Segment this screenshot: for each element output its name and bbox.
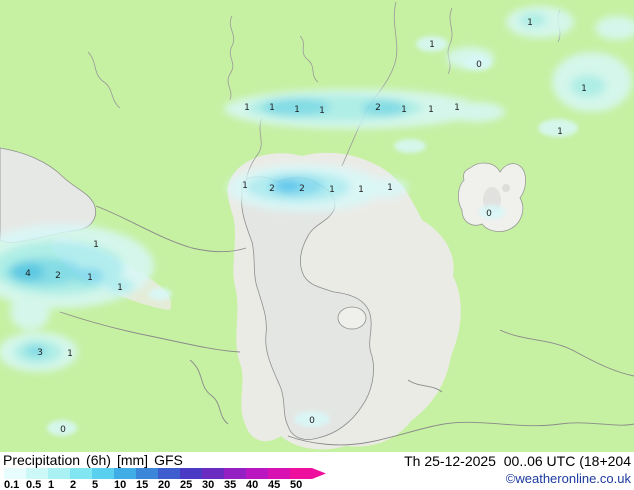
precip-value-label: 1	[242, 181, 248, 191]
precipitation-colorbar	[4, 468, 326, 479]
model-label: GFS	[154, 452, 183, 468]
copyright-link[interactable]: ©weatheronline.co.uk	[505, 471, 631, 486]
colorbar-scale-label: 50	[290, 479, 303, 490]
colorbar-segment	[246, 468, 268, 479]
unit-label: [mm]	[116, 452, 149, 468]
colorbar-segment	[180, 468, 202, 479]
colorbar-segment	[224, 468, 246, 479]
precip-value-label: 1	[429, 40, 435, 50]
colorbar-segment	[70, 468, 92, 479]
precip-value-label: 3	[37, 348, 43, 358]
colorbar-scale-label: 5	[92, 479, 99, 490]
precip-value-label: 1	[244, 103, 250, 113]
colorbar-scale-label: 0.5	[26, 479, 42, 490]
precip-value-label: 1	[428, 105, 434, 115]
precip-value-label: 1	[67, 349, 73, 359]
precip-value-label: 0	[486, 209, 492, 219]
colorbar-scale-label: 40	[246, 479, 259, 490]
colorbar-segment	[4, 468, 26, 479]
interval-label: (6h)	[86, 452, 111, 468]
precip-value-label: 1	[557, 127, 563, 137]
precip-value-label: 1	[358, 185, 364, 195]
precip-value-label: 0	[60, 425, 66, 435]
colorbar-scale-label: 15	[136, 479, 149, 490]
colorbar-segment	[158, 468, 180, 479]
colorbar-segment	[290, 468, 312, 479]
precip-value-label: 2	[269, 184, 275, 194]
precip-value-label: 4	[25, 269, 31, 279]
precip-value-label: 2	[375, 103, 381, 113]
legend-title: Precipitation (6h) [mm] GFS	[3, 452, 189, 468]
precip-value-label: 1	[319, 106, 325, 116]
colorbar-scale-labels: 0.1 0.5 1 2 5 10 15 20 25 30 35 40 45 50	[4, 479, 334, 490]
borders	[59, 205, 634, 446]
colorbar-scale-label: 0.1	[4, 479, 20, 490]
colorbar-segment	[48, 468, 70, 479]
legend-bar: Precipitation (6h) [mm] GFS 0.1 0.5 1 2 5 10 15 20…	[0, 452, 634, 490]
valid-time-label: Th 25-12-2025 00..06 UTC (18+204	[404, 453, 631, 469]
precip-value-label: 1	[117, 283, 123, 293]
colorbar-scale-label: 35	[224, 479, 237, 490]
colorbar-segment	[26, 468, 48, 479]
precip-value-label: 2	[299, 184, 305, 194]
precip-value-label: 2	[55, 271, 61, 281]
precip-value-label: 1	[294, 105, 300, 115]
precip-value-label: 1	[269, 103, 275, 113]
map-canvas: 1 1 0 1 1 1 1 1 2 1 1 1 1 1 2 2 1 1 1 0 1 4 2 1 1 3 1 0 0	[0, 0, 634, 452]
precip-value-label: 1	[387, 183, 393, 193]
precip-value-label: 0	[309, 416, 315, 426]
colorbar-scale-label: 45	[268, 479, 281, 490]
colorbar-segment	[202, 468, 224, 479]
colorbar-scale-label: 30	[202, 479, 215, 490]
colorbar-scale-label: 1	[48, 479, 55, 490]
colorbar-arrow	[312, 468, 326, 479]
colorbar-segment	[136, 468, 158, 479]
precip-value-label: 1	[581, 84, 587, 94]
kara-bogaz-gol	[337, 306, 367, 330]
colorbar-segment	[268, 468, 290, 479]
precip-value-label: 1	[87, 273, 93, 283]
precipitation-blobs-large	[0, 6, 634, 372]
caspian-sea	[241, 176, 374, 440]
aral-sea	[458, 162, 526, 232]
precip-value-label: 0	[476, 60, 482, 70]
precipitation-map-svg: 1 1 0 1 1 1 1 1 2 1 1 1 1 1 2 2 1 1 1 0 1 4 2 1 1 3 1 0 0	[0, 0, 634, 452]
param-label: Precipitation	[3, 452, 81, 468]
map-value-labels: 1 1 0 1 1 1 1 1 2 1 1 1 1 1 2 2 1 1 1 0 1 4 2 1 1 3 1 0 0	[25, 18, 587, 435]
precip-value-label: 1	[527, 18, 533, 28]
colorbar-scale-label: 20	[158, 479, 171, 490]
precip-value-label: 1	[454, 103, 460, 113]
precip-value-label: 1	[401, 105, 407, 115]
precip-value-label: 1	[329, 185, 335, 195]
colorbar-segment	[92, 468, 114, 479]
precip-value-label: 1	[93, 240, 99, 250]
colorbar-scale-label: 10	[114, 479, 127, 490]
colorbar-scale-label: 25	[180, 479, 193, 490]
precipitation-blobs-small	[47, 36, 578, 436]
colorbar-segment	[114, 468, 136, 479]
colorbar-scale-label: 2	[70, 479, 77, 490]
